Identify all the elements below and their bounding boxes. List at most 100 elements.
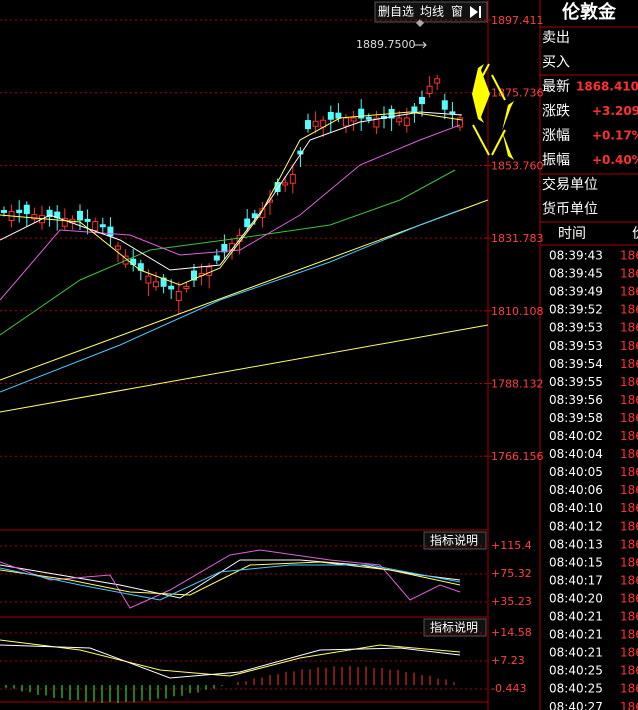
tick-time: 08:40:21 [549,628,603,642]
quote-title: 伦敦金 [562,1,617,23]
tick-price: 186 [620,682,638,696]
arrow-icon [502,101,514,160]
quote-value: +0.17% [592,129,638,143]
candles [1,74,463,314]
price-axis-label: 1831.783 [491,232,544,245]
toolbar-button[interactable]: 删自选 [378,5,414,19]
quote-value: +0.40% [592,153,638,167]
tick-price: 186 [620,339,638,353]
candle-body [115,245,121,250]
tick-price: 186 [620,501,638,515]
indicator-line [0,639,461,677]
candle-body [419,96,425,105]
tick-time: 08:39:58 [549,411,603,425]
tick-price: 186 [620,429,638,443]
annotation-arrow [414,41,427,49]
arrow-icon [472,63,506,156]
candle-body [213,255,220,261]
tick-time: 08:39:54 [549,357,603,371]
tick-time: 08:40:05 [549,465,603,479]
panel-axis-label: +115.4 [491,539,532,552]
tick-price: 186 [620,519,638,533]
tick-time: 08:39:45 [549,267,603,281]
candle-body [449,111,456,115]
candle-body [335,112,342,119]
candle-body [99,224,106,228]
tick-price: 186 [620,646,638,660]
panel-axis-label: -0.443 [491,682,526,695]
candle-body [403,117,410,127]
ma-line [0,169,456,336]
panel-button-label[interactable]: 指标说明 [430,620,478,635]
candle-body [457,117,463,128]
quote-label: 交易单位 [542,176,598,193]
expand-icon[interactable] [470,6,481,18]
tick-time: 08:39:53 [549,339,603,353]
indicator-line [0,561,461,596]
candle-body [426,85,433,95]
ticks-header: 价 [632,226,638,242]
candle-body [168,285,175,290]
quote-label: 货币单位 [542,201,598,218]
tick-price: 186 [620,357,638,371]
tick-time: 08:39:52 [549,303,603,317]
toolbar-bg [374,1,488,23]
marker [416,19,424,27]
toolbar-button[interactable]: 均线 [420,5,444,19]
tick-time: 08:40:13 [549,537,603,551]
candle-body [23,204,30,215]
tick-time: 08:40:12 [549,519,603,533]
tick-time: 08:40:25 [549,682,603,696]
tick-time: 08:40:02 [549,429,603,443]
candle-body [183,286,190,290]
tick-time: 08:40:21 [549,646,603,660]
candle-body [282,182,289,186]
candle-body [221,243,228,253]
candle-body [411,106,418,114]
candle-body [312,120,319,127]
toolbar-button[interactable]: 窗 [451,5,463,19]
tick-time: 08:39:49 [549,285,603,299]
quote-label: 涨跌 [542,104,570,120]
candle-body [153,281,159,288]
tick-price: 186 [620,628,638,642]
ma-line [0,124,461,301]
panel-axis-label: +14.58 [491,626,532,639]
candle-body [365,116,372,120]
candle-body [191,270,197,281]
panel-button-label[interactable]: 指标说明 [430,533,478,548]
indicator-line [0,549,461,609]
tick-price: 186 [620,249,638,263]
candle-body [305,120,311,130]
candle-body [31,214,38,220]
price-axis-label: 1766.156 [491,450,544,463]
tick-time: 08:40:06 [549,483,603,497]
high-annotation: 1889.7500 [356,38,416,51]
candle-body [61,217,68,227]
quote-label: 最新 [542,79,570,95]
price-axis-label: 1788.132 [491,378,544,391]
panel-axis-label: +35.23 [491,595,532,608]
candle-body [92,221,99,232]
tick-price: 186 [620,573,638,587]
candle-body [145,275,152,284]
tick-time: 08:40:15 [549,555,603,569]
candle-body [289,173,296,184]
quote-label: 卖出 [542,30,570,46]
tick-price: 186 [620,285,638,299]
candle-body [327,112,334,120]
tick-price: 186 [620,375,638,389]
candle-body [274,182,281,192]
candle-body [343,117,349,127]
candle-body [46,209,53,218]
tick-price: 186 [620,465,638,479]
panel-button [423,618,487,637]
quote-label: 买入 [542,55,570,71]
panel-axis-label: +75.32 [491,567,532,580]
tick-price: 186 [620,591,638,605]
candle-body [434,78,441,84]
tick-time: 08:40:21 [549,610,603,624]
candle-body [84,218,91,222]
